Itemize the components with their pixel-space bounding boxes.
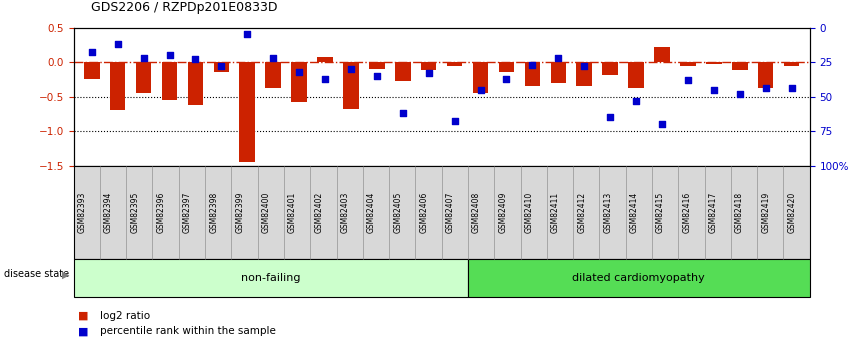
Bar: [706, 62, 721, 64]
Point: [163, 52, 177, 58]
Text: log2 ratio: log2 ratio: [100, 311, 150, 321]
Text: GSM82415: GSM82415: [656, 191, 665, 233]
Bar: [395, 62, 410, 81]
Point: [111, 41, 125, 47]
Point: [681, 77, 695, 83]
Text: GSM82403: GSM82403: [340, 191, 350, 233]
Point: [448, 119, 462, 124]
Text: non-failing: non-failing: [241, 273, 301, 283]
Bar: [265, 62, 281, 88]
Bar: [84, 62, 100, 79]
Point: [85, 50, 99, 55]
Text: GSM82412: GSM82412: [578, 191, 586, 233]
Bar: [628, 62, 643, 88]
Point: [344, 66, 358, 72]
Bar: [603, 62, 618, 75]
Text: GSM82394: GSM82394: [104, 191, 113, 233]
Text: GSM82411: GSM82411: [551, 191, 560, 233]
Point: [189, 57, 203, 62]
Point: [241, 32, 255, 37]
Text: GSM82397: GSM82397: [183, 191, 192, 233]
Text: GSM82401: GSM82401: [288, 191, 297, 233]
Point: [215, 63, 229, 69]
Bar: [577, 62, 592, 86]
Bar: [732, 62, 747, 70]
Text: GSM82420: GSM82420: [787, 191, 797, 233]
Bar: [784, 62, 799, 66]
Point: [422, 70, 436, 76]
Bar: [214, 62, 229, 72]
Text: GSM82400: GSM82400: [262, 191, 271, 233]
Text: dilated cardiomyopathy: dilated cardiomyopathy: [572, 273, 705, 283]
Text: GSM82414: GSM82414: [630, 191, 639, 233]
Text: ■: ■: [78, 311, 88, 321]
Point: [292, 69, 306, 75]
Bar: [136, 62, 152, 93]
Bar: [240, 62, 255, 162]
Text: GSM82398: GSM82398: [210, 191, 218, 233]
Point: [318, 76, 332, 81]
Point: [604, 115, 617, 120]
Point: [707, 87, 721, 92]
Point: [500, 76, 514, 81]
Text: ▶: ▶: [62, 269, 70, 279]
Bar: [188, 62, 204, 105]
Text: GDS2206 / RZPDp201E0833D: GDS2206 / RZPDp201E0833D: [91, 1, 277, 14]
Text: GSM82395: GSM82395: [131, 191, 139, 233]
Point: [785, 86, 798, 91]
Text: GSM82404: GSM82404: [367, 191, 376, 233]
Text: GSM82396: GSM82396: [157, 191, 165, 233]
Bar: [447, 62, 462, 66]
Bar: [551, 62, 566, 83]
Bar: [369, 62, 385, 69]
Bar: [680, 62, 695, 66]
Bar: [758, 62, 773, 88]
Text: GSM82419: GSM82419: [761, 191, 770, 233]
Point: [629, 98, 643, 104]
Text: GSM82408: GSM82408: [472, 191, 481, 233]
Bar: [499, 62, 514, 72]
Text: percentile rank within the sample: percentile rank within the sample: [100, 326, 275, 336]
Bar: [654, 47, 669, 62]
Bar: [421, 62, 436, 70]
Bar: [110, 62, 126, 110]
Point: [578, 63, 591, 69]
Text: GSM82405: GSM82405: [393, 191, 402, 233]
Point: [759, 86, 772, 91]
Point: [526, 62, 540, 68]
Point: [266, 55, 280, 61]
Text: GSM82402: GSM82402: [314, 191, 323, 233]
Bar: [162, 62, 178, 100]
Point: [474, 87, 488, 92]
Point: [552, 55, 565, 61]
Text: GSM82399: GSM82399: [236, 191, 244, 233]
Text: GSM82413: GSM82413: [604, 191, 612, 233]
Text: GSM82409: GSM82409: [499, 191, 507, 233]
Bar: [317, 57, 333, 62]
Text: GSM82418: GSM82418: [735, 191, 744, 233]
Point: [733, 91, 746, 97]
Bar: [525, 62, 540, 86]
Bar: [343, 62, 359, 109]
Text: GSM82407: GSM82407: [446, 191, 455, 233]
Text: disease state: disease state: [4, 269, 69, 279]
Text: GSM82393: GSM82393: [78, 191, 87, 233]
Text: GSM82416: GSM82416: [682, 191, 691, 233]
Text: ■: ■: [78, 326, 88, 336]
Point: [655, 121, 669, 127]
Text: GSM82406: GSM82406: [419, 191, 429, 233]
Point: [396, 110, 410, 116]
Point: [137, 55, 151, 61]
Text: GSM82410: GSM82410: [525, 191, 533, 233]
Point: [370, 73, 384, 79]
Bar: [291, 62, 307, 102]
Bar: [473, 62, 488, 93]
Text: GSM82417: GSM82417: [708, 191, 718, 233]
